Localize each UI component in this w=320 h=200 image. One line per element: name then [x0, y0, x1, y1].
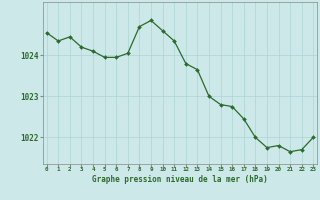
X-axis label: Graphe pression niveau de la mer (hPa): Graphe pression niveau de la mer (hPa): [92, 175, 268, 184]
